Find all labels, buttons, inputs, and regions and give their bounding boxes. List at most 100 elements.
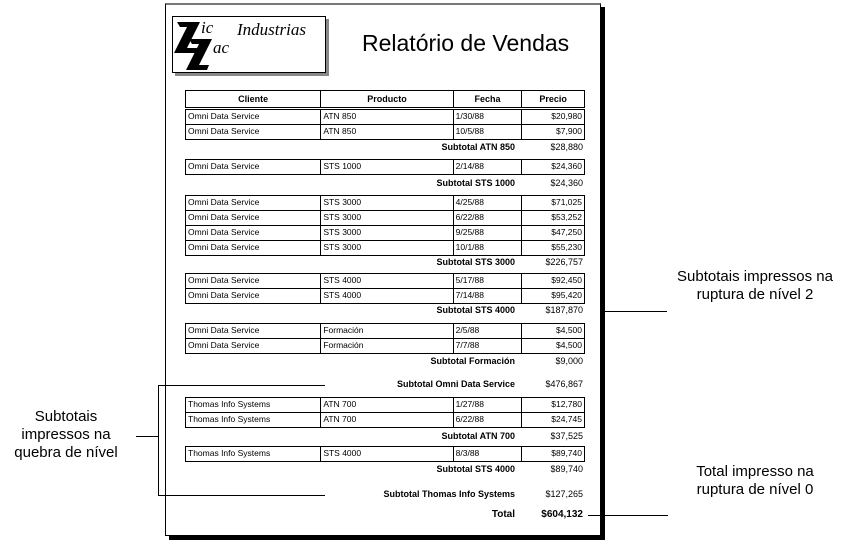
table-cell: STS 4000 [320, 289, 452, 303]
table-cell: $55,230 [521, 241, 584, 255]
header-row: Cliente Producto Fecha Precio [186, 91, 584, 107]
bracket-level1 [158, 385, 159, 496]
table-cell: 10/1/88 [452, 241, 522, 255]
table-cell: Thomas Info Systems [188, 414, 271, 424]
table-row: Omni Data Service STS 3000 6/22/88 $53,252 [186, 210, 584, 225]
table-row: Omni Data Service Formación 7/7/88 $4,500 [186, 338, 584, 353]
bracket-level1-bottom [158, 495, 325, 496]
grand-total-value: $604,132 [541, 509, 583, 520]
annotation-level0: Total impresso na ruptura de nível 0 [696, 463, 814, 498]
table-cell: $24,360 [521, 160, 584, 174]
table-cell: $4,500 [521, 324, 584, 338]
product-subtotal-value: $9,000 [555, 356, 583, 366]
table-row: Thomas Info Systems STS 4000 8/3/88 $89,740 [186, 447, 584, 461]
table-cell: Thomas Info Systems [188, 399, 271, 409]
sales-table-group: Omni Data Service STS 4000 5/17/88 $92,450 O… [185, 273, 585, 304]
table-cell: Omni Data Service [188, 212, 260, 222]
column-header-0: Cliente [238, 94, 269, 104]
column-header-3: Precio [521, 91, 584, 107]
table-row: Omni Data Service STS 3000 9/25/88 $47,250 [186, 225, 584, 240]
table-cell: 4/25/88 [452, 196, 522, 210]
annotation-level2: Subtotais impressos na ruptura de nível … [677, 268, 833, 303]
table-row: Omni Data Service ATN 850 10/5/88 $7,900 [186, 124, 584, 139]
table-row: Omni Data Service ATN 850 1/30/88 $20,980 [186, 110, 584, 124]
table-cell: $4,500 [521, 339, 584, 353]
product-subtotal-label: Subtotal ATN 700 [441, 431, 515, 441]
product-subtotal-value: $24,360 [550, 178, 583, 188]
product-subtotal-label: Subtotal ATN 850 [441, 142, 515, 152]
product-subtotal-label: Subtotal STS 1000 [436, 178, 515, 188]
table-cell: STS 4000 [320, 274, 452, 288]
table-cell: Omni Data Service [188, 161, 260, 171]
table-cell: STS 4000 [320, 447, 452, 461]
sales-table-group: Thomas Info Systems ATN 700 1/27/88 $12,780… [185, 397, 585, 428]
sales-table-group: Thomas Info Systems STS 4000 8/3/88 $89,740 [185, 446, 585, 462]
table-cell: STS 3000 [320, 211, 452, 225]
table-cell: $20,980 [521, 110, 584, 124]
table-cell: ATN 850 [320, 125, 452, 139]
table-cell: 1/27/88 [452, 398, 522, 412]
table-row: Omni Data Service STS 4000 5/17/88 $92,450 [186, 274, 584, 288]
table-cell: ATN 700 [320, 413, 452, 427]
table-row: Omni Data Service STS 3000 4/25/88 $71,025 [186, 196, 584, 210]
table-row: Omni Data Service STS 4000 7/14/88 $95,420 [186, 288, 584, 303]
bracket-level2 [602, 148, 603, 471]
grand-total-label: Total [491, 509, 515, 520]
client-subtotal-value: $476,867 [545, 379, 583, 389]
sales-table-group: Omni Data Service STS 3000 4/25/88 $71,025 O… [185, 195, 585, 256]
table-cell: Omni Data Service [188, 275, 260, 285]
table-row: Omni Data Service Formación 2/5/88 $4,500 [186, 324, 584, 338]
table-cell: $95,420 [521, 289, 584, 303]
table-cell: $7,900 [521, 125, 584, 139]
column-header-1: Producto [320, 91, 452, 107]
table-row: Thomas Info Systems ATN 700 6/22/88 $24,745 [186, 412, 584, 427]
leader-level0 [588, 515, 668, 516]
table-cell: ATN 850 [320, 110, 452, 124]
table-cell: Omni Data Service [188, 340, 260, 350]
table-row: Omni Data Service STS 1000 2/14/88 $24,360 [186, 160, 584, 174]
table-cell: Omni Data Service [188, 126, 260, 136]
table-header: Cliente Producto Fecha Precio [185, 90, 585, 108]
table-cell: 1/30/88 [452, 110, 522, 124]
table-cell: Omni Data Service [188, 111, 260, 121]
table-cell: 7/7/88 [452, 339, 522, 353]
table-cell: STS 3000 [320, 196, 452, 210]
bracket-level1-top [158, 385, 325, 386]
leader-level1 [136, 436, 158, 437]
company-logo: ic ac Industrias [172, 16, 326, 73]
product-subtotal-value: $226,757 [545, 257, 583, 267]
table-cell: Formación [320, 339, 452, 353]
table-cell: Formación [320, 324, 452, 338]
product-subtotal-value: $28,880 [550, 142, 583, 152]
table-cell: 10/5/88 [452, 125, 522, 139]
sales-table-group: Omni Data Service Formación 2/5/88 $4,500 Om… [185, 323, 585, 354]
table-cell: 8/3/88 [452, 447, 522, 461]
product-subtotal-value: $37,525 [550, 431, 583, 441]
product-subtotal-value: $89,740 [550, 464, 583, 474]
sales-table-group: Omni Data Service STS 1000 2/14/88 $24,360 [185, 159, 585, 175]
table-cell: $71,025 [521, 196, 584, 210]
logo-text-ac: ac [213, 38, 230, 57]
table-cell: 5/17/88 [452, 274, 522, 288]
table-cell: 2/14/88 [452, 160, 522, 174]
table-cell: Omni Data Service [188, 290, 260, 300]
client-subtotal-label: Subtotal Thomas Info Systems [383, 489, 515, 499]
table-cell: STS 3000 [320, 226, 452, 240]
client-subtotal-label: Subtotal Omni Data Service [396, 379, 515, 389]
table-cell: 2/5/88 [452, 324, 522, 338]
product-subtotal-label: Subtotal STS 4000 [436, 305, 515, 315]
product-subtotal-label: Subtotal STS 4000 [436, 464, 515, 474]
table-cell: 6/22/88 [452, 211, 522, 225]
table-cell: $12,780 [521, 398, 584, 412]
logo-text-ic: ic [201, 18, 214, 37]
annotation-level1: Subtotais impressos na quebra de nível [14, 408, 118, 461]
table-cell: ATN 700 [320, 398, 452, 412]
table-cell: $89,740 [521, 447, 584, 461]
report-title: Relatório de Vendas [362, 30, 570, 56]
table-cell: 7/14/88 [452, 289, 522, 303]
sales-table-group: Omni Data Service ATN 850 1/30/88 $20,980 Om… [185, 109, 585, 140]
logo-z-letters-icon [174, 22, 212, 70]
table-cell: $24,745 [521, 413, 584, 427]
product-subtotal-label: Subtotal STS 3000 [436, 257, 515, 267]
table-cell: Omni Data Service [188, 197, 260, 207]
